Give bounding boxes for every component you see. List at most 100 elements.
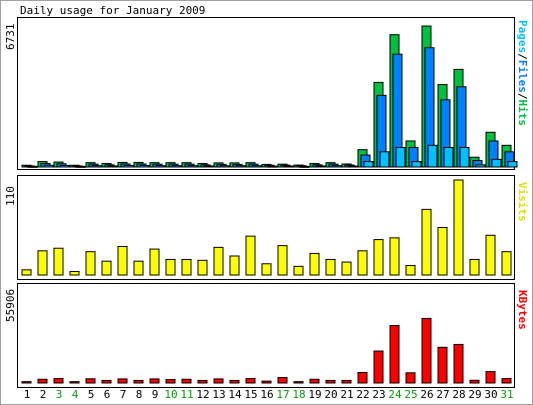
bar-visits-day-27 [437,227,448,276]
bar-kbytes-day-28 [453,343,464,384]
bar-kbytes-day-17 [277,377,288,384]
bar-visits-day-10 [165,258,176,276]
x-label-day-11: 11 [180,388,193,401]
bar-pages-day-15 [251,165,262,168]
bar-kbytes-day-18 [293,381,304,384]
bar-kbytes-day-1 [21,381,32,384]
bar-visits-day-22 [357,250,368,276]
bar-pages-day-12 [203,165,214,168]
x-label-day-7: 7 [120,388,127,401]
bar-pages-day-2 [43,164,54,168]
bar-kbytes-day-25 [405,372,416,384]
bar-visits-day-15 [245,235,256,276]
x-label-day-30: 30 [484,388,497,401]
x-label-day-3: 3 [56,388,63,401]
bar-kbytes-day-16 [261,380,272,384]
x-label-day-21: 21 [340,388,353,401]
visits-legend: Visits [516,182,529,222]
kbytes-max-label: 55906 [4,289,17,322]
x-label-day-20: 20 [324,388,337,401]
bar-visits-day-19 [309,252,320,276]
bar-pages-day-16 [267,165,278,168]
x-label-day-5: 5 [88,388,95,401]
bar-pages-day-24 [395,146,406,168]
bar-visits-day-9 [149,248,160,276]
bar-kbytes-day-4 [69,381,80,384]
bar-visits-day-1 [21,269,32,276]
bar-pages-day-17 [283,165,294,168]
x-label-day-17: 17 [276,388,289,401]
bar-kbytes-day-29 [469,379,480,384]
bar-kbytes-day-22 [357,371,368,384]
x-label-day-16: 16 [260,388,273,401]
legend-files: Files [516,60,529,93]
bar-pages-day-9 [155,165,166,168]
x-label-day-1: 1 [24,388,31,401]
x-label-day-4: 4 [72,388,79,401]
visits-max-label: 110 [4,186,17,206]
bar-visits-day-4 [69,271,80,276]
x-label-day-28: 28 [452,388,465,401]
bar-kbytes-day-2 [37,378,48,384]
x-label-day-9: 9 [152,388,159,401]
bar-kbytes-day-12 [197,379,208,384]
bar-visits-day-2 [37,250,48,276]
bar-kbytes-day-9 [149,378,160,384]
bar-pages-day-6 [107,165,118,168]
bar-pages-day-19 [315,165,326,168]
bar-kbytes-day-27 [437,346,448,384]
bar-pages-day-18 [299,165,310,168]
bar-pages-day-21 [347,165,358,168]
x-label-day-14: 14 [228,388,242,401]
bar-pages-day-5 [91,165,102,168]
bar-visits-day-26 [421,208,432,276]
bar-pages-day-30 [491,158,502,168]
bar-kbytes-day-19 [309,378,320,384]
bar-visits-day-8 [133,260,144,276]
legend-hits: Hits [516,100,529,127]
x-label-day-31: 31 [500,388,513,401]
x-axis-labels: 1 2 3 4 5 6 7 8 9 10 11 12 13 14 15 16 17 18 19 20 21 22 23 24 2… [24,388,514,401]
bar-kbytes-day-14 [229,379,240,384]
bar-kbytes-day-8 [133,379,144,384]
bar-kbytes-day-20 [325,379,336,384]
bar-pages-day-28 [459,146,470,168]
bar-visits-day-12 [197,259,208,276]
x-label-day-6: 6 [104,388,111,401]
bar-pages-day-1 [27,165,38,168]
bar-pages-day-25 [411,161,422,168]
bar-visits-day-3 [53,247,64,276]
bars-group [21,25,518,384]
x-label-day-13: 13 [212,388,225,401]
chart-title: Daily usage for January 2009 [20,4,205,17]
bar-kbytes-day-23 [373,350,384,384]
bar-pages-day-31 [507,161,518,168]
bar-pages-day-4 [75,165,86,168]
bar-visits-day-7 [117,246,128,276]
x-label-day-2: 2 [40,388,47,401]
bar-visits-day-6 [101,260,112,276]
bar-visits-day-30 [485,234,496,276]
bar-visits-day-5 [85,251,96,276]
bar-pages-day-8 [139,164,150,168]
bar-pages-day-3 [59,164,70,168]
legend-sep-1: / [516,53,529,60]
x-label-day-29: 29 [468,388,481,401]
bar-pages-day-29 [475,164,486,168]
bar-pages-day-26 [427,144,438,168]
bar-kbytes-day-6 [101,379,112,384]
bar-visits-day-21 [341,261,352,276]
bar-visits-day-29 [469,258,480,276]
bar-pages-day-13 [219,165,230,168]
bar-pages-day-10 [171,165,182,168]
bar-kbytes-day-10 [165,379,176,384]
bar-visits-day-24 [389,237,400,276]
bar-kbytes-day-26 [421,317,432,384]
x-label-day-26: 26 [420,388,433,401]
bar-kbytes-day-7 [117,378,128,384]
x-label-day-27: 27 [436,388,449,401]
hits-legend: Pages/Files/Hits [516,20,529,126]
bar-pages-day-20 [331,165,342,168]
x-label-day-24: 24 [388,388,402,401]
